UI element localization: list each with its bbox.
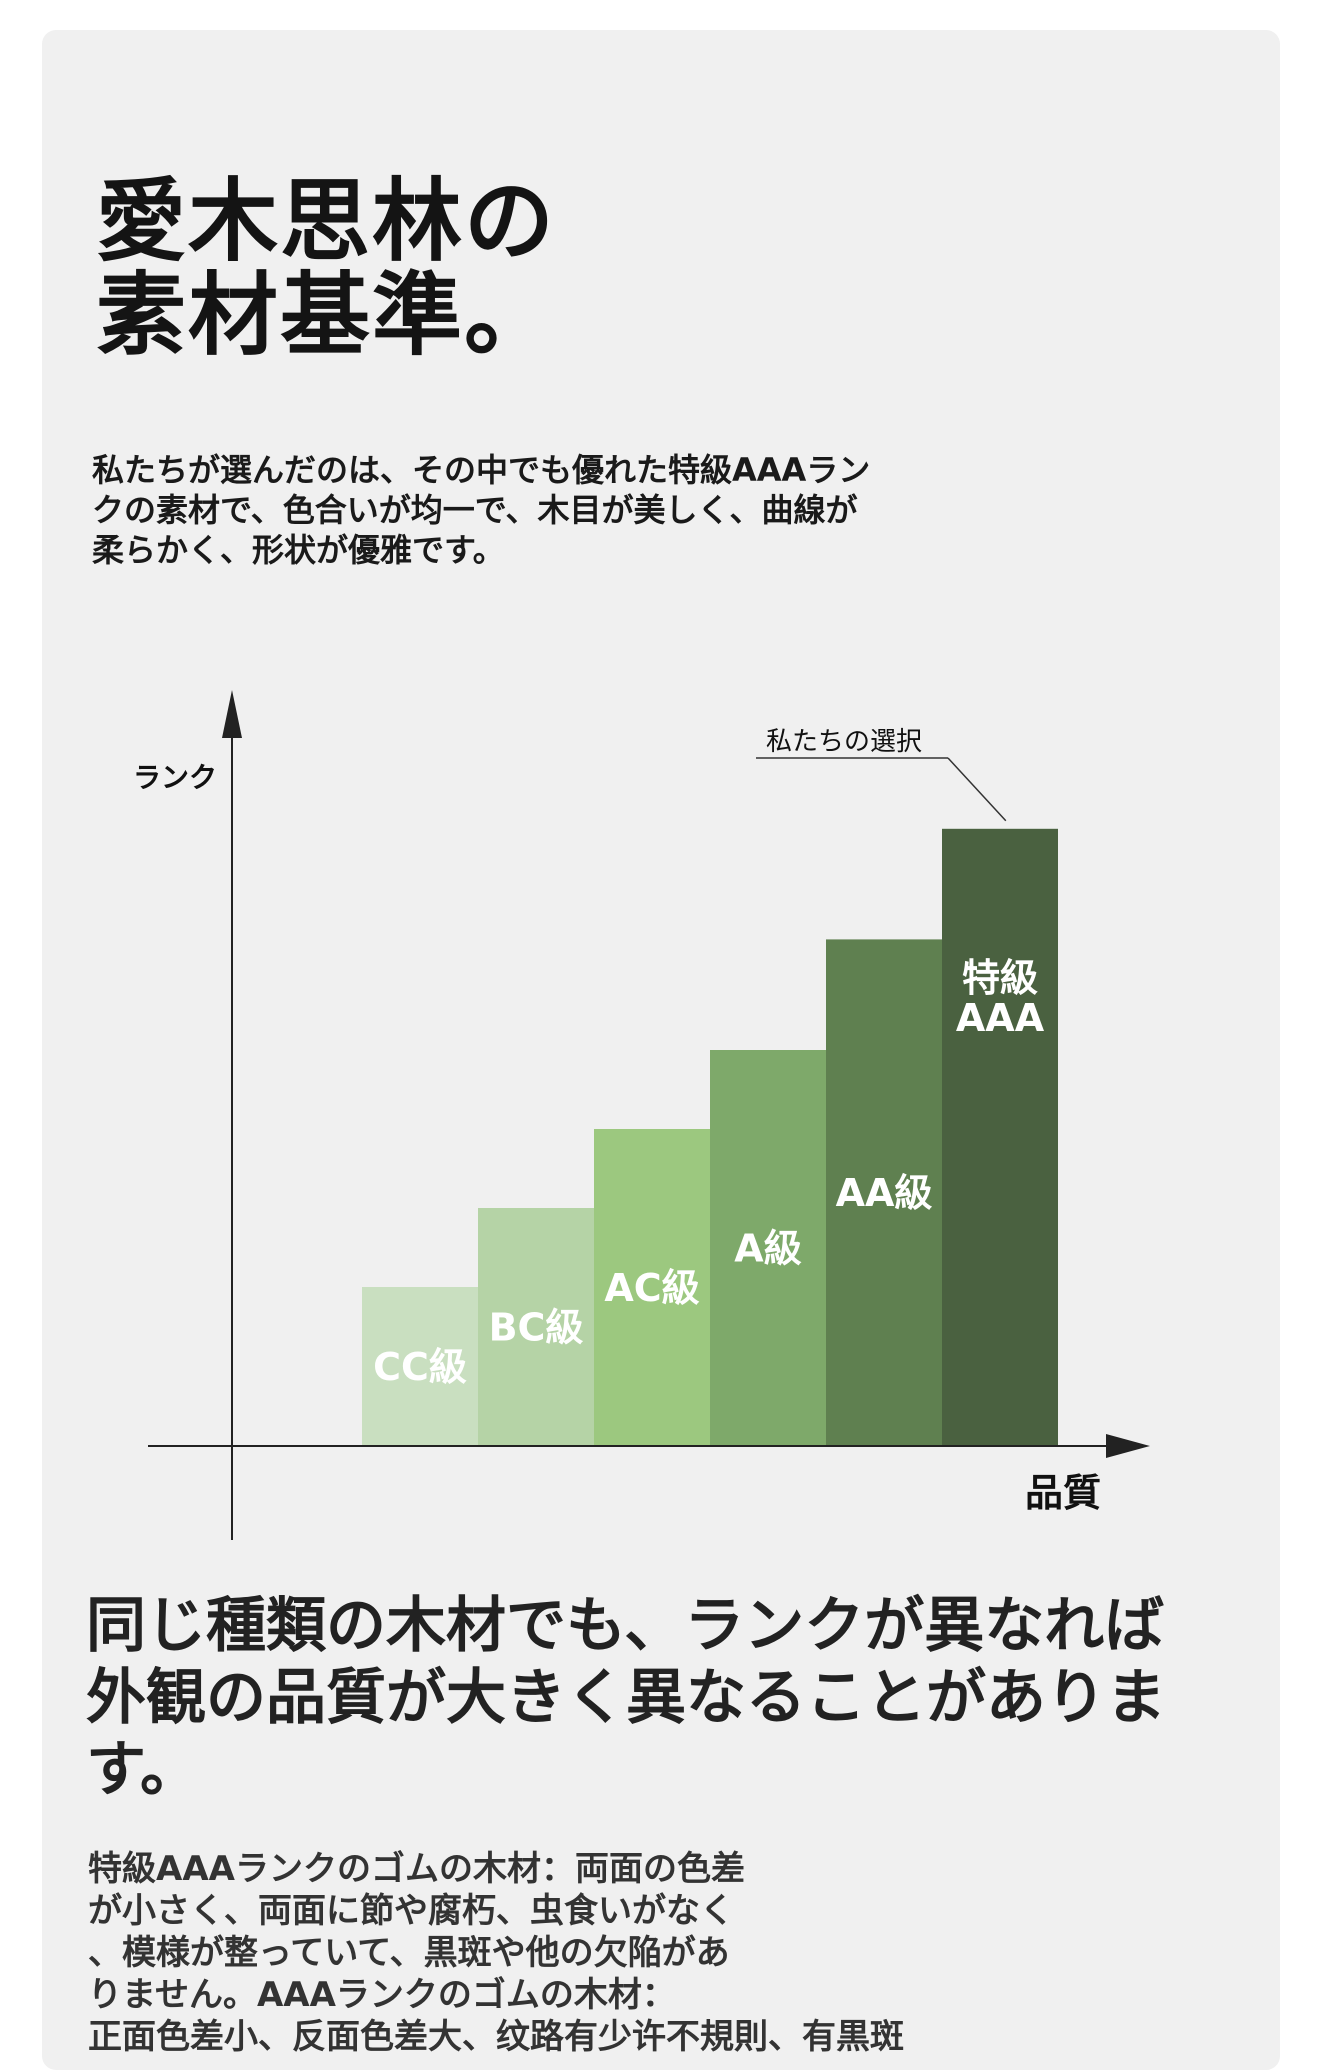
headline-line-3: す。: [86, 1735, 200, 1805]
detail-line-5: 正面色差小、反面色差大、纹路有少许不規則、有黒斑: [88, 2017, 904, 2057]
page-title: 愛木思林の 素材基準。: [96, 175, 556, 363]
x-axis-label: 品質: [1025, 1471, 1101, 1515]
headline: 同じ種類の木材でも、ランクが異なれば 外観の品質が大きく異なることがありま す。: [86, 1590, 1266, 1806]
bar-label-6-line-2: AAA: [956, 996, 1045, 1040]
bars-group: [362, 828, 1058, 1445]
x-axis-arrow-icon: [1106, 1434, 1150, 1458]
bar-label-5: AA級: [836, 1171, 933, 1215]
detail-line-1: 特級AAAランクのゴムの木材：両面の色差: [88, 1849, 745, 1889]
detail-line-2: が小さく、両面に節や腐朽、虫食いがなく: [88, 1891, 734, 1931]
bar-2: [478, 1208, 594, 1445]
title-line-2: 素材基準。: [96, 263, 556, 368]
title-line-1: 愛木思林の: [96, 169, 556, 274]
detail-paragraph: 特級AAAランクのゴムの木材：両面の色差 が小さく、両面に節や腐朽、虫食いがなく…: [88, 1848, 1008, 2058]
bar-5: [826, 939, 942, 1445]
bar-labels-group: CC級 BC級 AC級 A級 AA級 特級AAA: [373, 956, 1045, 1389]
intro-line-1: 私たちが選んだのは、その中でも優れた特級AAAラン: [92, 451, 871, 489]
bar-label-1: CC級: [373, 1345, 467, 1389]
bar-label-2: BC級: [489, 1306, 584, 1350]
bar-label-4: A級: [734, 1227, 801, 1271]
bar-4: [710, 1050, 826, 1445]
headline-line-2: 外観の品質が大きく異なることがありま: [86, 1663, 1166, 1733]
annotation-leader-line: [947, 757, 1007, 822]
intro-paragraph: 私たちが選んだのは、その中でも優れた特級AAAラン クの素材で、色合いが均一で、…: [92, 450, 972, 570]
rank-quality-chart: CC級 BC級 AC級 A級 AA級 特級AAA ランク 品質 私たちの選択: [133, 690, 1150, 1540]
detail-line-3: 、模様が整っていて、黒斑や他の欠陥があ: [88, 1933, 730, 1973]
annotation-label: 私たちの選択: [766, 727, 922, 757]
headline-line-1: 同じ種類の木材でも、ランクが異なれば: [86, 1591, 1165, 1661]
bar-6: [942, 828, 1058, 1445]
bar-3: [594, 1129, 710, 1445]
bar-label-6-line-1: 特級: [962, 956, 1038, 1000]
intro-line-2: クの素材で、色合いが均一で、木目が美しく、曲線が: [92, 491, 858, 529]
y-axis-arrow-icon: [222, 690, 242, 738]
intro-line-3: 柔らかく、形状が優雅です。: [92, 531, 505, 569]
content-card: [42, 30, 1280, 2070]
y-axis-label: ランク: [133, 761, 217, 794]
detail-line-4: りません。AAAランクのゴムの木材：: [88, 1975, 676, 2015]
bar-label-3: AC級: [604, 1266, 699, 1310]
bar-1: [362, 1287, 478, 1445]
